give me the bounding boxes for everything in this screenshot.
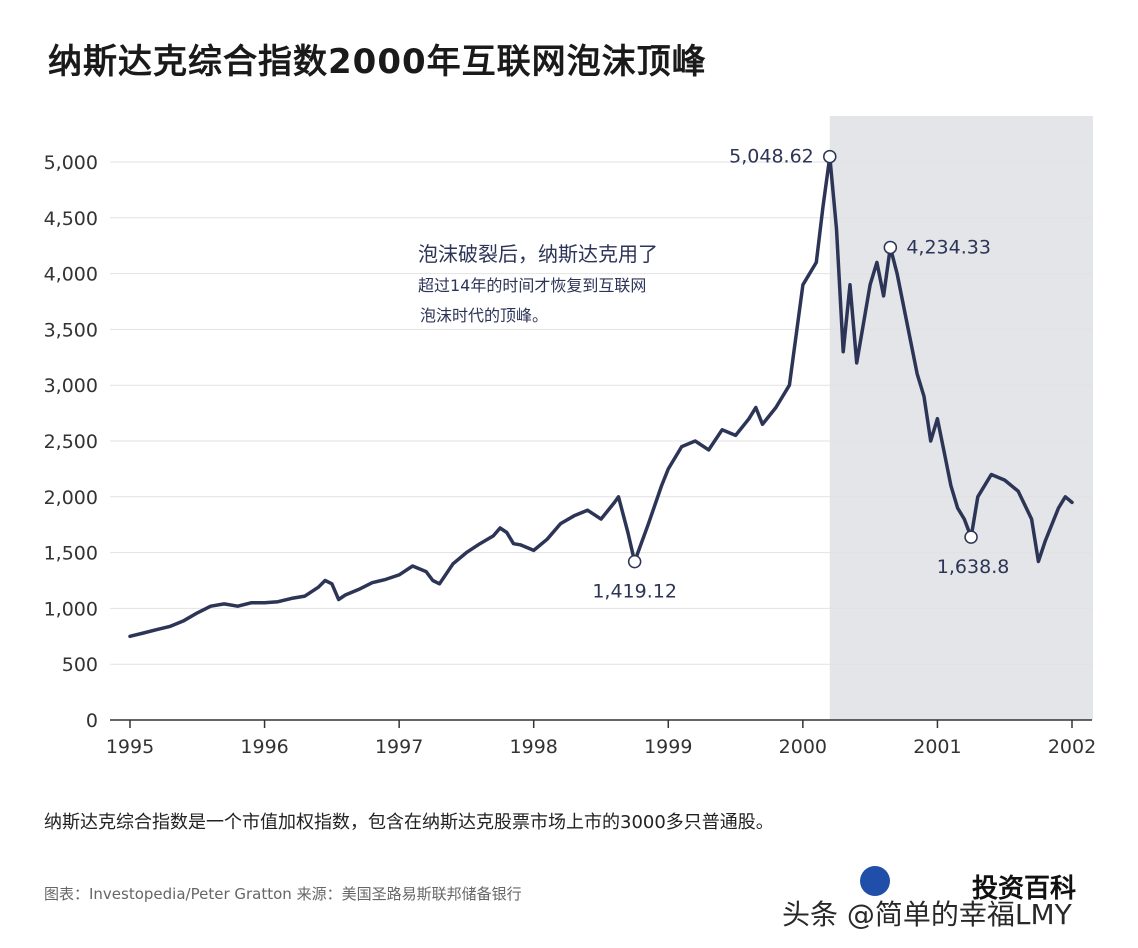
- y-tick-label: 500: [62, 654, 98, 676]
- x-tick-label: 2000: [779, 736, 827, 758]
- y-tick-label: 5,000: [44, 152, 98, 174]
- y-tick-label: 3,500: [44, 319, 98, 341]
- investopedia-logo-icon: [860, 866, 890, 896]
- y-tick-label: 4,500: [44, 208, 98, 230]
- x-tick-label: 1997: [375, 736, 423, 758]
- x-tick-label: 1998: [510, 736, 558, 758]
- point-label: 1,638.8: [937, 556, 1010, 578]
- point-marker: [823, 149, 837, 164]
- logo-text: 投资百科: [972, 874, 1077, 904]
- annotation-line-1: 泡沫破裂后，纳斯达克用了: [418, 242, 658, 266]
- annotation-line-2: 超过14年的时间才恢复到互联网: [418, 276, 647, 295]
- chart-description: 纳斯达克综合指数是一个市值加权指数，包含在纳斯达克股票市场上市的3000多只普通…: [44, 812, 774, 833]
- x-tick-label: 1996: [240, 736, 288, 758]
- nasdaq-line-chart: 0 500 1,000 1,500 2,000 2,500 3,000 3,500 4,000 4…: [44, 116, 1096, 758]
- recession-shade: [829, 116, 1093, 720]
- y-tick-label: 4,000: [44, 264, 98, 286]
- index-line: [128, 154, 1074, 639]
- x-tick-label: 2001: [913, 736, 961, 758]
- watermark: 头条 @简单的幸福LMY: [782, 898, 1072, 931]
- point-marker: [627, 554, 642, 569]
- annotation-line-3: 泡沫时代的顶峰。: [420, 306, 549, 325]
- x-tick-label: 1995: [106, 736, 154, 758]
- point-marker: [964, 530, 978, 544]
- x-tick-label: 1999: [644, 736, 692, 758]
- chart-source: 图表：Investopedia/Peter Gratton 来源：美国圣路易斯联…: [44, 885, 522, 903]
- point-label: 1,419.12: [592, 581, 677, 603]
- y-tick-label: 1,500: [44, 543, 98, 565]
- y-tick-label: 2,000: [44, 487, 98, 509]
- point-label: 5,048.62: [729, 146, 814, 168]
- y-tick-label: 3,000: [44, 375, 98, 397]
- y-tick-label: 2,500: [44, 431, 98, 453]
- point-marker: [883, 240, 898, 255]
- chart-title: 纳斯达克综合指数2000年互联网泡沫顶峰: [48, 42, 707, 82]
- y-tick-label: 0: [86, 710, 98, 732]
- y-tick-label: 1,000: [44, 598, 98, 620]
- x-tick-label: 2002: [1048, 736, 1096, 758]
- point-label: 4,234.33: [906, 236, 991, 258]
